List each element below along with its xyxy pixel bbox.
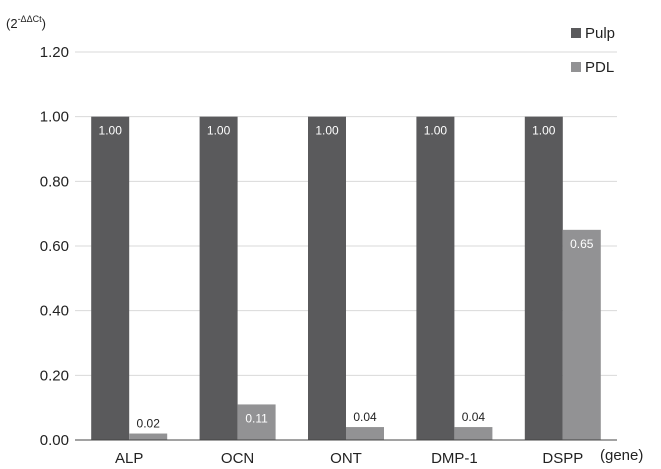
bar-pdl-dmp-1 <box>454 427 493 440</box>
x-category-label: OCN <box>221 450 254 467</box>
data-label: 1.00 <box>532 124 556 138</box>
bar-pdl-dspp <box>562 229 601 440</box>
y-axis-unit-close: ) <box>42 16 46 31</box>
y-axis-unit-base: (2 <box>6 16 18 31</box>
bar-pulp-alp <box>91 116 130 441</box>
x-category-label: ONT <box>330 450 362 467</box>
x-axis-categories: ALP OCN ONT DMP-1 DSPP <box>115 450 583 467</box>
bar-pulp-dmp-1 <box>416 116 455 441</box>
legend-label-pulp: Pulp <box>585 25 615 42</box>
y-tick-label: 1.20 <box>40 44 69 61</box>
y-tick-label: 1.00 <box>40 109 69 126</box>
bar-pulp-ocn <box>199 116 238 441</box>
y-axis-unit-label: (2-ΔΔCt) <box>6 14 46 31</box>
data-label: 1.00 <box>99 124 123 138</box>
y-tick-label: 0.00 <box>40 432 69 449</box>
bar-pdl-alp <box>129 433 168 440</box>
legend-swatch-pulp <box>571 28 581 38</box>
data-label: 0.04 <box>462 410 486 424</box>
legend: Pulp PDL <box>571 25 615 76</box>
y-tick-label: 0.20 <box>40 367 69 384</box>
legend-swatch-pdl <box>571 62 581 72</box>
y-axis-unit-superscript: -ΔΔCt <box>18 14 43 24</box>
bar-pulp-ont <box>308 116 346 441</box>
y-tick-label: 0.60 <box>40 238 69 255</box>
data-labels: 1.00 0.02 1.00 0.11 1.00 0.04 1.00 0.04 1.00 0.65 <box>99 124 594 431</box>
data-label: 1.00 <box>207 124 231 138</box>
bar-pdl-ocn <box>237 404 276 440</box>
y-tick-label: 0.80 <box>40 173 69 190</box>
y-tick-label: 0.40 <box>40 303 69 320</box>
data-label: 0.04 <box>353 410 377 424</box>
bar-pulp-dspp <box>524 116 563 441</box>
bars <box>91 116 601 441</box>
data-label: 0.65 <box>570 237 594 251</box>
x-category-label: DMP-1 <box>431 450 478 467</box>
x-axis-label: (gene) <box>600 447 643 464</box>
x-category-label: ALP <box>115 450 143 467</box>
x-category-label: DSPP <box>542 450 583 467</box>
data-label: 1.00 <box>315 124 339 138</box>
data-label: 0.11 <box>245 411 268 425</box>
bar-pdl-ont <box>346 427 384 440</box>
legend-label-pdl: PDL <box>585 59 614 76</box>
data-label: 0.02 <box>137 417 161 431</box>
y-axis-ticks: 0.00 0.20 0.40 0.60 0.80 1.00 1.20 <box>40 44 69 449</box>
data-label: 1.00 <box>424 124 448 138</box>
